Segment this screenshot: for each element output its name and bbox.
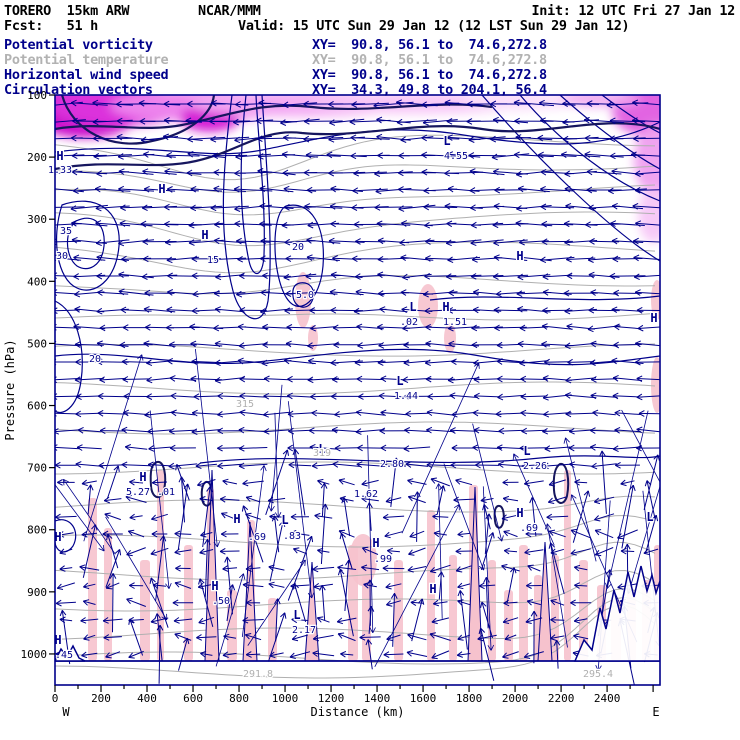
contour-label: H: [54, 530, 61, 544]
distance-tick-label: 2400: [594, 692, 621, 705]
forecast-hour: Fcst: 51 h: [4, 18, 98, 34]
contour-label: 35: [60, 226, 72, 237]
contour-label: L: [318, 442, 325, 456]
field-label-potential-vorticity: Potential vorticity: [4, 37, 153, 53]
contour-label: 1.44: [394, 391, 418, 402]
contour-label: H: [139, 470, 146, 484]
contour-label: .69: [248, 532, 266, 543]
field-label-circulation-vectors: Circulation vectors: [4, 82, 153, 98]
init-time: Init: 12 UTC Fri 27 Jan 12: [531, 3, 735, 19]
contour-label: 15: [207, 255, 219, 266]
contour-label: L: [293, 608, 300, 622]
contour-label: L: [281, 513, 288, 527]
pressure-tick-label: 200: [27, 151, 47, 164]
contour-label: 319: [313, 448, 331, 459]
theta-contours: [55, 134, 656, 679]
contour-label: .02: [400, 317, 418, 328]
contour-label: H: [201, 228, 208, 242]
x-axis-title: Distance (km): [311, 705, 405, 719]
contour-label: H: [516, 249, 523, 263]
contour-label: .83: [283, 531, 301, 542]
contour-label: 2.80: [380, 459, 404, 470]
contour-label: 5.0: [296, 290, 314, 301]
contour-label: 20: [292, 242, 304, 253]
model-title: TORERO 15km ARW: [4, 3, 130, 19]
contour-label: 295.4: [583, 669, 613, 680]
pressure-tick-label: 900: [27, 586, 47, 599]
pressure-tick-label: 400: [27, 275, 47, 288]
pressure-tick-label: 800: [27, 524, 47, 537]
contour-label: H: [233, 512, 240, 526]
field-xy-circulation-vectors: XY= 34.3, 49.8 to 204.1, 56.4: [312, 82, 547, 98]
contour-label: 20: [89, 354, 101, 365]
updraft-spikes: [204, 469, 553, 662]
org-name: NCAR/MMM: [198, 3, 261, 19]
distance-tick-label: 2200: [548, 692, 575, 705]
contour-label: .50: [212, 596, 230, 607]
distance-tick-label: 1600: [410, 692, 437, 705]
distance-tick-label: 1400: [364, 692, 391, 705]
contour-label: 30: [56, 251, 68, 262]
contour-label: L: [443, 134, 450, 148]
contour-label: 1.51: [443, 317, 467, 328]
contour-label: L: [396, 374, 403, 388]
contour-label: .45: [55, 650, 73, 661]
pressure-tick-label: 1000: [21, 648, 48, 661]
distance-tick-label: 1800: [456, 692, 483, 705]
distance-tick-label: 200: [91, 692, 111, 705]
contour-label: 1.62: [354, 489, 378, 500]
vector-field: [55, 99, 660, 685]
pressure-tick-label: 100: [27, 89, 47, 102]
contour-label: 2.26: [523, 461, 547, 472]
field-xy-horizontal-wind-speed: XY= 90.8, 56.1 to 74.6,272.8: [312, 67, 547, 83]
contour-label: H: [211, 579, 218, 593]
contour-label: H: [54, 633, 61, 647]
distance-tick-label: 800: [229, 692, 249, 705]
contour-label: 291.8: [243, 669, 273, 680]
contour-label: H: [516, 506, 523, 520]
east-end-label: E: [652, 705, 659, 719]
west-end-label: W: [62, 705, 70, 719]
contour-label: L: [409, 300, 416, 314]
contour-label: H: [372, 536, 379, 550]
contour-label: H: [442, 300, 449, 314]
axes: 100 200 300 400 500 600 700 800 900 1000 0 200 400 60…: [3, 89, 661, 719]
valid-time: Valid: 15 UTC Sun 29 Jan 12 (12 LST Sun …: [238, 18, 630, 34]
distance-tick-label: 0: [52, 692, 59, 705]
pressure-tick-label: 300: [27, 213, 47, 226]
distance-tick-label: 1000: [272, 692, 299, 705]
contour-label: .99: [374, 554, 392, 565]
contour-label: L: [646, 510, 653, 524]
contour-label: L: [523, 444, 530, 458]
distance-tick-label: 600: [183, 692, 203, 705]
contour-label: H: [56, 149, 63, 163]
contour-labels: H 1.33 35 30 H H 15 20 5.0 20 L 4.55 H L .02 H 1.51 L 1.44…: [47, 133, 659, 681]
y-axis-title: Pressure (hPa): [3, 339, 17, 440]
distance-tick-label: 2000: [502, 692, 529, 705]
contour-label: .69: [520, 523, 538, 534]
contour-label: 1.33: [48, 165, 72, 176]
contour-label: 315: [236, 399, 254, 410]
field-xy-potential-vorticity: XY= 90.8, 56.1 to 74.6,272.8: [312, 37, 547, 53]
pressure-tick-label: 500: [27, 337, 47, 350]
pressure-tick-label: 700: [27, 462, 47, 475]
field-label-potential-temperature: Potential temperature: [4, 52, 169, 68]
contour-label: H: [158, 182, 165, 196]
distance-tick-label: 400: [137, 692, 157, 705]
contour-label: 2.17: [292, 625, 316, 636]
terrain: [55, 565, 660, 662]
contour-label: H: [429, 582, 436, 596]
distance-tick-label: 1200: [318, 692, 345, 705]
contour-label: .01: [157, 487, 175, 498]
contour-label: 4.55: [444, 151, 468, 162]
contour-label: H: [650, 311, 657, 325]
field-xy-potential-temperature: XY= 90.8, 56.1 to 74.6,272.8: [312, 52, 547, 68]
plot-content: [55, 95, 660, 685]
contour-label: 5.27: [126, 487, 150, 498]
field-label-horizontal-wind-speed: Horizontal wind speed: [4, 67, 169, 83]
pressure-tick-label: 600: [27, 400, 47, 413]
